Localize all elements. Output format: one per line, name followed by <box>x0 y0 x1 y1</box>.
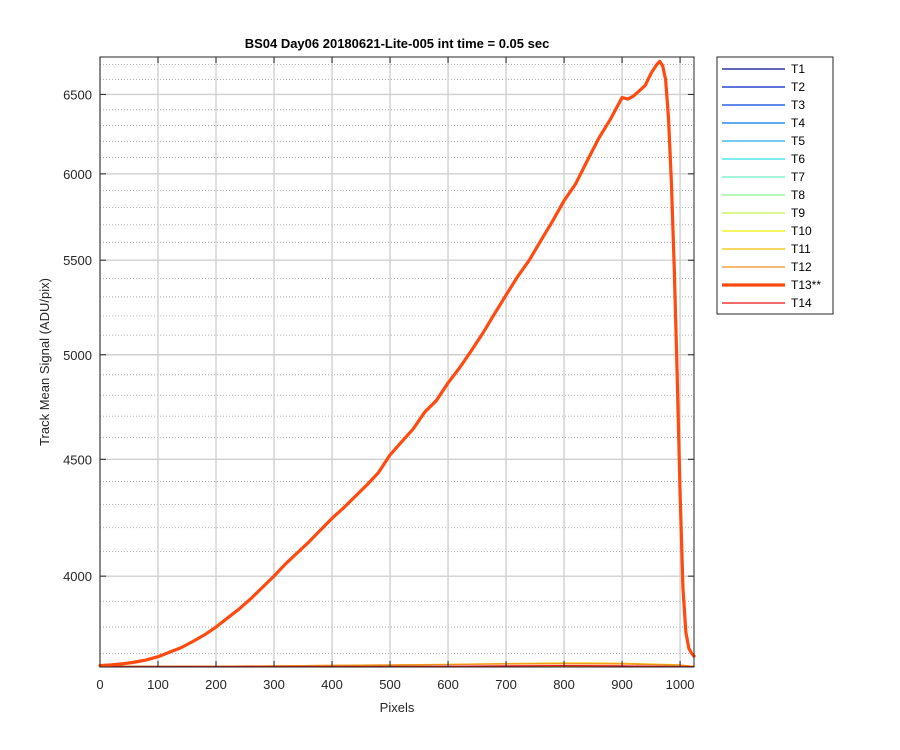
y-tick-label: 4000 <box>63 569 92 584</box>
legend-items: T1 T2 T3 T4 T5 T6 T7 T8 T9 T10 T11 T12 T13** T14 <box>722 62 821 310</box>
y-tick-label: 5500 <box>63 253 92 268</box>
x-tick-label: 200 <box>205 677 227 692</box>
legend-label: T14 <box>791 296 812 310</box>
x-tick-label: 600 <box>437 677 459 692</box>
y-axis-label: Track Mean Signal (ADU/pix) <box>37 278 52 446</box>
legend-label: T8 <box>791 188 805 202</box>
legend-label: T5 <box>791 134 805 148</box>
legend-label: T6 <box>791 152 805 166</box>
y-tick-label: 6000 <box>63 167 92 182</box>
x-tick-label: 700 <box>495 677 517 692</box>
legend-label: T10 <box>791 224 812 238</box>
legend-label: T1 <box>791 62 805 76</box>
legend-label: T13** <box>791 278 821 292</box>
x-tick-label: 300 <box>263 677 285 692</box>
plot-frame <box>99 56 695 668</box>
x-tick-label: 0 <box>96 677 103 692</box>
x-tick-labels: 0 100 200 300 400 500 600 700 800 900 1000 <box>96 677 694 692</box>
legend-label: T7 <box>791 170 805 184</box>
plot-background <box>100 57 694 667</box>
x-tick-label: 500 <box>379 677 401 692</box>
plot-area <box>98 56 696 668</box>
legend-label: T11 <box>791 242 811 256</box>
legend-label: T9 <box>791 206 805 220</box>
x-tick-label: 100 <box>147 677 169 692</box>
minor-grid <box>100 63 694 654</box>
legend-box <box>716 56 834 315</box>
y-tick-label: 4500 <box>63 452 92 467</box>
axis-ticks <box>99 57 694 667</box>
legend: T1 T2 T3 T4 T5 T6 T7 T8 T9 T10 T11 T12 T13** T14 <box>716 56 834 315</box>
y-tick-label: 5000 <box>63 348 92 363</box>
chart-title: BS04 Day06 20180621-Lite-005 int time = … <box>245 36 550 51</box>
x-tick-label: 400 <box>321 677 343 692</box>
legend-label: T3 <box>791 98 805 112</box>
x-axis-label: Pixels <box>380 700 415 715</box>
legend-label: T4 <box>791 116 805 130</box>
legend-label: T12 <box>791 260 812 274</box>
series-line-t13 <box>98 59 696 668</box>
y-tick-labels: 4000 4500 5000 5500 6000 6500 <box>63 87 92 584</box>
x-tick-label: 1000 <box>666 677 695 692</box>
major-grid <box>99 57 694 667</box>
legend-label: T2 <box>791 80 805 94</box>
x-tick-label: 800 <box>553 677 575 692</box>
x-tick-label: 900 <box>611 677 633 692</box>
y-tick-label: 6500 <box>63 87 92 102</box>
